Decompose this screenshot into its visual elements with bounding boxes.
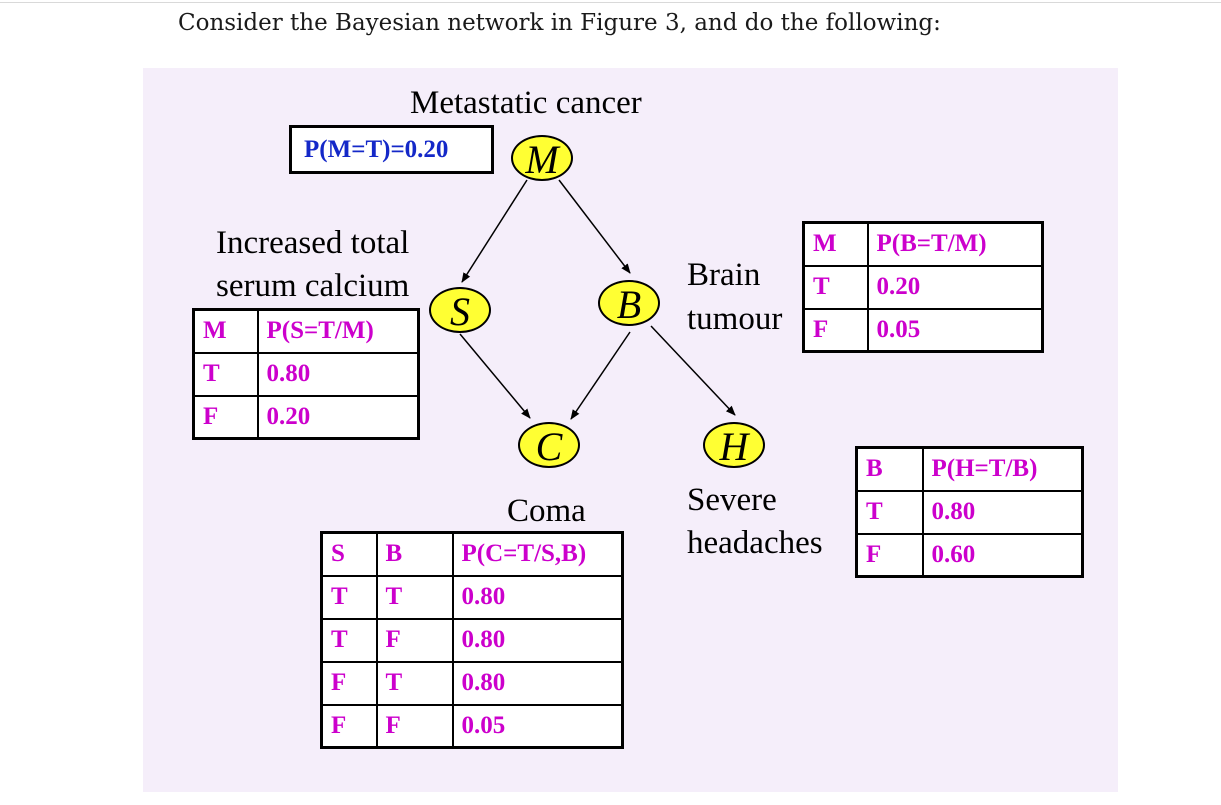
table-header-row: M P(S=T/M) — [192, 308, 420, 354]
table-cell: 0.80 — [451, 574, 624, 620]
caption-serum-calcium: serum calcium — [216, 268, 410, 304]
table-row: F F 0.05 — [320, 703, 624, 749]
table-cell: T — [320, 574, 378, 620]
table-cell: F — [192, 394, 259, 440]
node-s: S — [429, 287, 491, 334]
cpt-table-c: S B P(C=T/S,B) T T 0.80 T F 0.80 F T 0.8… — [320, 531, 624, 749]
table-row: T T 0.80 — [320, 574, 624, 620]
node-b: B — [598, 280, 660, 327]
table-row: T 0.80 — [192, 351, 420, 397]
table-cell: 0.80 — [921, 489, 1084, 535]
edge-m-to-s — [461, 179, 528, 283]
table-cell: 0.80 — [256, 351, 420, 397]
table-cell: T — [320, 617, 378, 663]
table-cell: F — [375, 617, 454, 663]
table-header-row: S B P(C=T/S,B) — [320, 531, 624, 577]
table-cell: F — [375, 703, 454, 749]
table-cell: T — [375, 574, 454, 620]
table-row: F 0.60 — [855, 532, 1084, 578]
table-cell: 0.80 — [451, 617, 624, 663]
table-cell: 0.80 — [451, 660, 624, 706]
prior-m-box: P(M=T)=0.20 — [289, 125, 494, 174]
header-cell: M — [802, 221, 869, 267]
table-cell: 0.20 — [256, 394, 420, 440]
caption-severe: Severe — [687, 482, 777, 518]
edge-s-to-c — [459, 333, 531, 419]
table-row: T 0.20 — [802, 264, 1044, 310]
table-cell: 0.60 — [921, 532, 1084, 578]
cpt-table-s: M P(S=T/M) T 0.80 F 0.20 — [192, 308, 420, 440]
edge-b-to-h — [650, 325, 736, 416]
header-cell: S — [320, 531, 378, 577]
header-cell: P(H=T/B) — [921, 446, 1084, 492]
table-cell: T — [802, 264, 869, 310]
caption-metastatic-cancer: Metastatic cancer — [410, 85, 642, 121]
table-header-row: B P(H=T/B) — [855, 446, 1084, 492]
table-cell: F — [855, 532, 924, 578]
table-cell: T — [192, 351, 259, 397]
table-row: T 0.80 — [855, 489, 1084, 535]
table-cell: T — [855, 489, 924, 535]
table-cell: 0.05 — [451, 703, 624, 749]
table-row: T F 0.80 — [320, 617, 624, 663]
caption-tumour: tumour — [687, 301, 783, 337]
table-cell: T — [375, 660, 454, 706]
table-cell: F — [320, 660, 378, 706]
table-cell: F — [320, 703, 378, 749]
table-row: F 0.05 — [802, 307, 1044, 353]
node-h: H — [703, 422, 765, 469]
cpt-table-b: M P(B=T/M) T 0.20 F 0.05 — [802, 221, 1044, 353]
node-c: C — [518, 422, 580, 469]
intro-text: Consider the Bayesian network in Figure … — [178, 10, 941, 36]
node-m: M — [511, 135, 573, 182]
edge-b-to-c — [570, 331, 631, 420]
caption-headaches: headaches — [687, 525, 823, 561]
table-row: F 0.20 — [192, 394, 420, 440]
header-cell: B — [375, 531, 454, 577]
caption-coma: Coma — [507, 493, 586, 529]
cpt-table-h: B P(H=T/B) T 0.80 F 0.60 — [855, 446, 1084, 578]
table-row: F T 0.80 — [320, 660, 624, 706]
header-cell: B — [855, 446, 924, 492]
edge-m-to-b — [558, 179, 631, 274]
top-divider — [0, 2, 1221, 3]
header-cell: P(S=T/M) — [256, 308, 420, 354]
table-cell: F — [802, 307, 869, 353]
caption-increased-total: Increased total — [216, 225, 410, 261]
table-cell: 0.05 — [866, 307, 1044, 353]
table-header-row: M P(B=T/M) — [802, 221, 1044, 267]
header-cell: M — [192, 308, 259, 354]
caption-brain: Brain — [687, 257, 761, 293]
table-cell: 0.20 — [866, 264, 1044, 310]
header-cell: P(C=T/S,B) — [451, 531, 624, 577]
header-cell: P(B=T/M) — [866, 221, 1044, 267]
